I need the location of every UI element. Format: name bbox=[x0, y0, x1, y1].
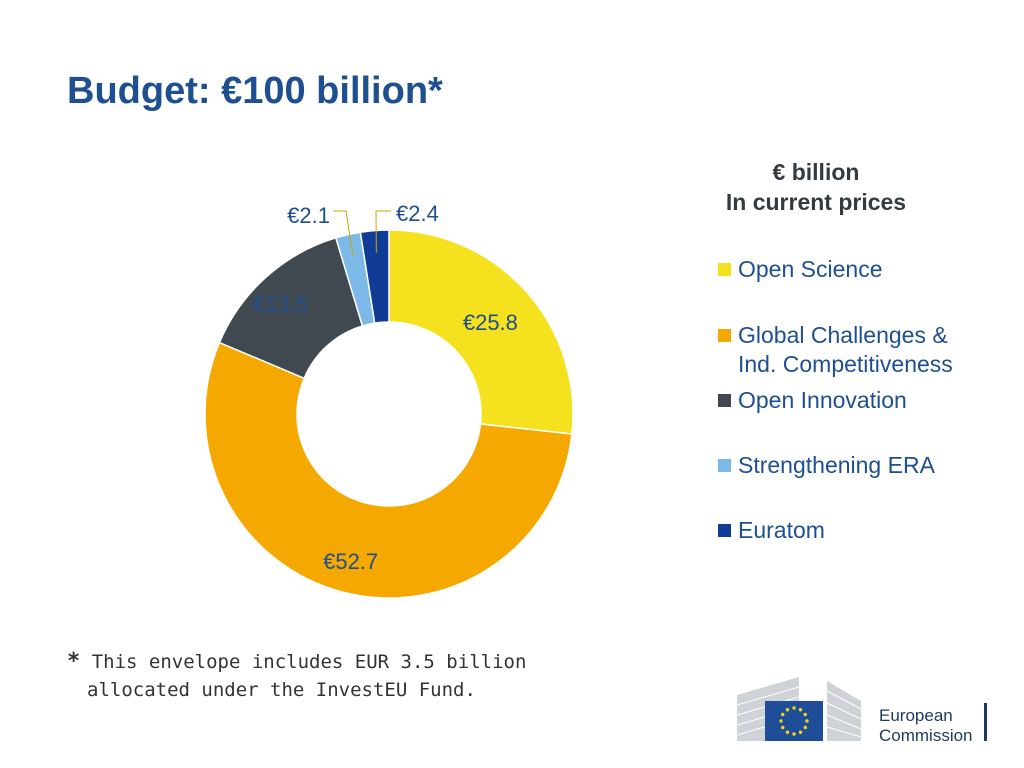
data-label-euratom: €2.4 bbox=[396, 201, 439, 226]
eu-star bbox=[785, 730, 790, 734]
slice-open-science bbox=[388, 229, 574, 435]
footnote: * This envelope includes EUR 3.5 billion… bbox=[67, 648, 526, 704]
logo-text-commission: Commission bbox=[879, 726, 973, 745]
leader-line-euratom bbox=[375, 210, 391, 253]
eu-star bbox=[798, 708, 803, 712]
units-label: € billion In current prices bbox=[700, 157, 932, 217]
units-label-prices: In current prices bbox=[725, 189, 907, 215]
eu-star bbox=[803, 712, 807, 717]
page-title: Budget: €100 billion* bbox=[67, 70, 443, 112]
legend-swatch-euratom bbox=[718, 524, 731, 537]
legend-swatch-strengthening-era bbox=[718, 459, 731, 472]
data-label-open-science: €25.8 bbox=[463, 310, 518, 335]
legend-swatch-open-science bbox=[718, 263, 731, 276]
legend-label-euratom: Euratom bbox=[738, 517, 825, 543]
eu-star bbox=[781, 712, 785, 717]
legend-item-strengthening-era: Strengthening ERA bbox=[718, 451, 1008, 480]
legend-label-open-innovation: Open Innovation bbox=[738, 387, 907, 413]
donut-chart: €25.8 €52.7 €13.5 €2.1 €2.4 bbox=[204, 201, 574, 599]
slice-euratom bbox=[359, 229, 390, 324]
legend-swatch-open-innovation bbox=[718, 394, 731, 407]
european-commission-logo: European Commission bbox=[737, 677, 987, 745]
footnote-line-2: allocated under the InvestEU Fund. bbox=[87, 679, 476, 701]
data-label-global-challenges: €52.7 bbox=[323, 549, 378, 574]
data-label-open-innovation: €13.5 bbox=[253, 292, 308, 317]
legend-item-euratom: Euratom bbox=[718, 516, 1008, 545]
eu-star bbox=[781, 725, 785, 730]
legend-label-strengthening-era: Strengthening ERA bbox=[738, 452, 935, 478]
logo-divider bbox=[984, 703, 987, 741]
legend-swatch-global-challenges bbox=[718, 329, 731, 342]
eu-star bbox=[805, 719, 809, 723]
footnote-line-1: This envelope includes EUR 3.5 billion bbox=[91, 651, 527, 673]
legend-item-global-challenges: Global Challenges & Ind. Competitiveness bbox=[718, 321, 1008, 379]
footnote-asterisk: * bbox=[67, 649, 81, 674]
legend-item-open-science: Open Science bbox=[718, 255, 1008, 284]
eu-star bbox=[785, 708, 790, 712]
eu-star bbox=[792, 706, 796, 710]
legend-label-open-science: Open Science bbox=[738, 256, 883, 282]
eu-star bbox=[779, 719, 783, 723]
eu-star bbox=[792, 732, 796, 736]
data-label-strengthening-era: €2.1 bbox=[287, 203, 330, 228]
units-label-currency: € billion bbox=[772, 159, 860, 185]
leader-line-strengthening-era bbox=[333, 210, 354, 257]
legend-item-open-innovation: Open Innovation bbox=[718, 386, 1008, 415]
eu-star bbox=[803, 725, 807, 730]
slice-global-challenges bbox=[204, 341, 573, 599]
eu-star bbox=[798, 730, 803, 734]
logo-text-european: European bbox=[879, 706, 953, 725]
legend-label-global-challenges: Global Challenges & Ind. Competitiveness bbox=[738, 322, 953, 377]
